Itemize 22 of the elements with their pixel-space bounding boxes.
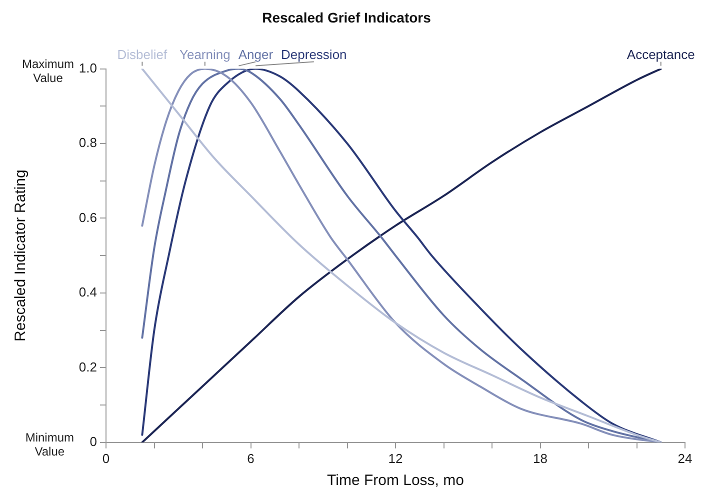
y-tick-label: 0	[90, 434, 97, 449]
line-series	[141, 68, 662, 442]
chart-title: Rescaled Grief Indicators	[262, 9, 432, 26]
text: Minimum Value	[25, 430, 74, 458]
series-label: Anger	[238, 46, 274, 62]
x-tick-label: 0	[102, 450, 110, 466]
y-tick-label: 0.8	[78, 135, 97, 150]
y-tick-label: 1.0	[78, 60, 97, 76]
y-tick-label: 0.4	[78, 284, 97, 300]
text: Maximum Value	[22, 56, 74, 85]
series-label: Disbelief	[117, 46, 168, 62]
x-tick-label: 24	[678, 450, 692, 466]
x-axis-title: Time From Loss, mo	[327, 472, 464, 490]
y-axis-title: Rescaled Indicator Rating	[12, 170, 30, 342]
x-tick-label: 6	[247, 450, 254, 466]
series-label: Depression	[281, 46, 347, 62]
series-label: Yearning	[179, 46, 230, 62]
x-tick-label: 12	[388, 450, 403, 466]
y-tick-label: 0.2	[78, 359, 97, 374]
y-tick-label: 0.6	[78, 210, 97, 225]
series-label: Acceptance	[626, 46, 695, 62]
x-tick-label: 18	[533, 450, 548, 466]
